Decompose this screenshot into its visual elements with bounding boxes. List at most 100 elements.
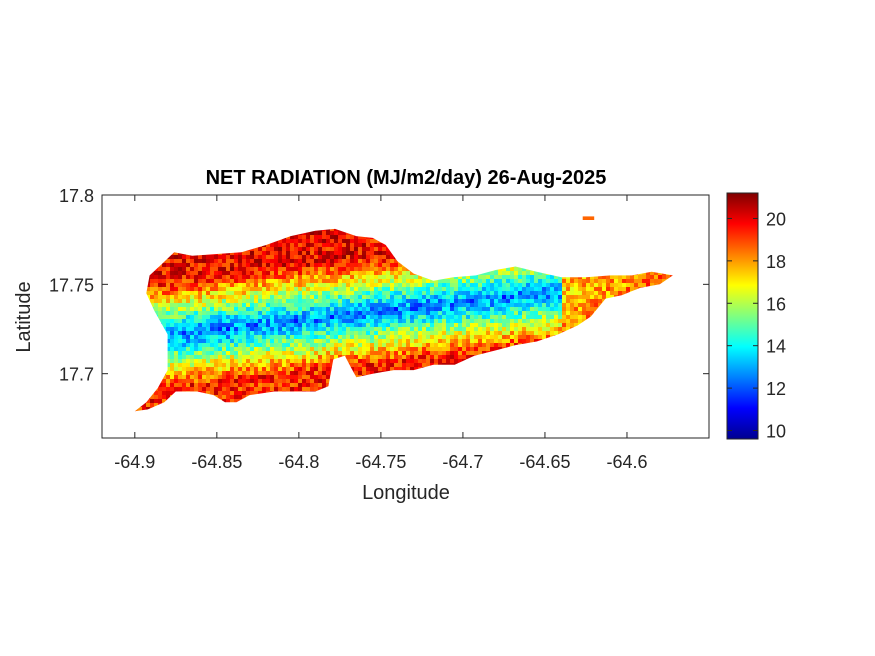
heat-cell xyxy=(238,311,242,315)
heat-cell xyxy=(242,307,246,311)
heat-cell xyxy=(322,347,326,351)
heat-cell xyxy=(298,343,302,347)
heat-cell xyxy=(206,371,210,375)
heat-cell xyxy=(382,343,386,347)
heat-cell xyxy=(358,311,362,315)
heat-cell xyxy=(170,319,174,323)
heat-cell xyxy=(286,271,290,275)
heat-cell xyxy=(170,383,174,387)
heat-cell xyxy=(466,331,470,335)
heat-cell xyxy=(246,343,250,347)
heat-cell xyxy=(498,291,502,295)
heat-cell xyxy=(394,303,398,307)
heat-cell xyxy=(410,279,414,283)
heat-cell xyxy=(266,367,270,371)
heat-cell xyxy=(266,371,270,375)
heat-cell xyxy=(214,319,218,323)
heat-cell xyxy=(334,228,338,231)
heat-cell xyxy=(222,383,226,387)
heat-cell xyxy=(510,343,514,347)
heat-cell xyxy=(358,371,362,375)
heat-cell xyxy=(406,359,410,363)
heat-cell xyxy=(354,279,358,283)
heat-cell xyxy=(298,383,302,387)
heat-cell xyxy=(242,363,246,367)
heat-cell xyxy=(194,315,198,319)
heat-cell xyxy=(258,299,262,303)
heat-cell xyxy=(166,287,170,291)
heat-cell xyxy=(466,279,470,283)
heat-cell xyxy=(426,311,430,315)
heat-cell xyxy=(262,279,266,283)
heat-cell xyxy=(326,287,330,291)
heat-cell xyxy=(486,271,490,275)
heat-cell xyxy=(170,263,174,267)
heat-cell xyxy=(326,239,330,243)
heat-cell xyxy=(238,291,242,295)
heat-cell xyxy=(274,343,278,347)
heat-cell xyxy=(234,259,238,263)
heat-cell xyxy=(466,351,470,355)
heat-cell xyxy=(430,303,434,307)
heat-cell xyxy=(302,303,306,307)
heat-cell xyxy=(210,283,214,287)
heat-cell xyxy=(250,295,254,299)
heat-cell xyxy=(398,355,402,359)
heat-cell xyxy=(242,367,246,371)
heat-cell xyxy=(290,271,294,275)
heat-cell xyxy=(434,319,438,323)
heat-cell xyxy=(342,235,346,239)
heat-cell xyxy=(182,351,186,355)
heat-cell xyxy=(198,275,202,279)
heat-cell xyxy=(490,311,494,315)
heat-cell xyxy=(462,279,466,283)
heat-cell xyxy=(310,335,314,339)
heat-cell xyxy=(334,315,338,319)
heat-cell xyxy=(402,355,406,359)
heat-cell xyxy=(438,315,442,319)
heat-cell xyxy=(458,331,462,335)
heat-cell xyxy=(514,275,518,279)
heat-cell xyxy=(362,243,366,247)
heat-cell xyxy=(282,379,286,383)
heat-cell xyxy=(278,327,282,331)
heat-cell xyxy=(298,267,302,271)
heat-cell xyxy=(278,307,282,311)
heat-cell xyxy=(330,247,334,251)
heat-cell xyxy=(230,383,234,387)
heat-cell xyxy=(302,299,306,303)
heat-cell xyxy=(282,359,286,363)
heat-cell xyxy=(226,371,230,375)
heat-cell xyxy=(154,283,158,287)
heat-cell xyxy=(238,255,242,259)
heat-cell xyxy=(414,335,418,339)
heat-cell xyxy=(210,323,214,327)
heat-cell xyxy=(414,355,418,359)
heat-cell xyxy=(234,279,238,283)
heat-cell xyxy=(306,363,310,367)
heat-cell xyxy=(222,279,226,283)
heat-cell xyxy=(406,279,410,283)
heat-cell xyxy=(206,311,210,315)
heat-cell xyxy=(374,347,378,351)
heat-cell xyxy=(174,299,178,303)
heat-cell xyxy=(246,279,250,283)
heat-cell xyxy=(514,267,518,271)
heat-cell xyxy=(478,299,482,303)
heat-cell xyxy=(174,367,178,371)
heat-cell xyxy=(486,327,490,331)
heat-cell xyxy=(478,327,482,331)
heat-cell xyxy=(334,351,338,355)
heat-cell xyxy=(382,275,386,279)
heat-cell xyxy=(226,355,230,359)
heat-cell xyxy=(306,315,310,319)
heat-cell xyxy=(194,263,198,267)
heat-cell xyxy=(482,347,486,351)
heat-cell xyxy=(278,359,282,363)
heat-cell xyxy=(182,311,186,315)
heat-cell xyxy=(238,271,242,275)
heat-cell xyxy=(318,387,322,391)
heat-cell xyxy=(362,327,366,331)
heat-cell xyxy=(266,375,270,379)
heat-cell xyxy=(198,283,202,287)
